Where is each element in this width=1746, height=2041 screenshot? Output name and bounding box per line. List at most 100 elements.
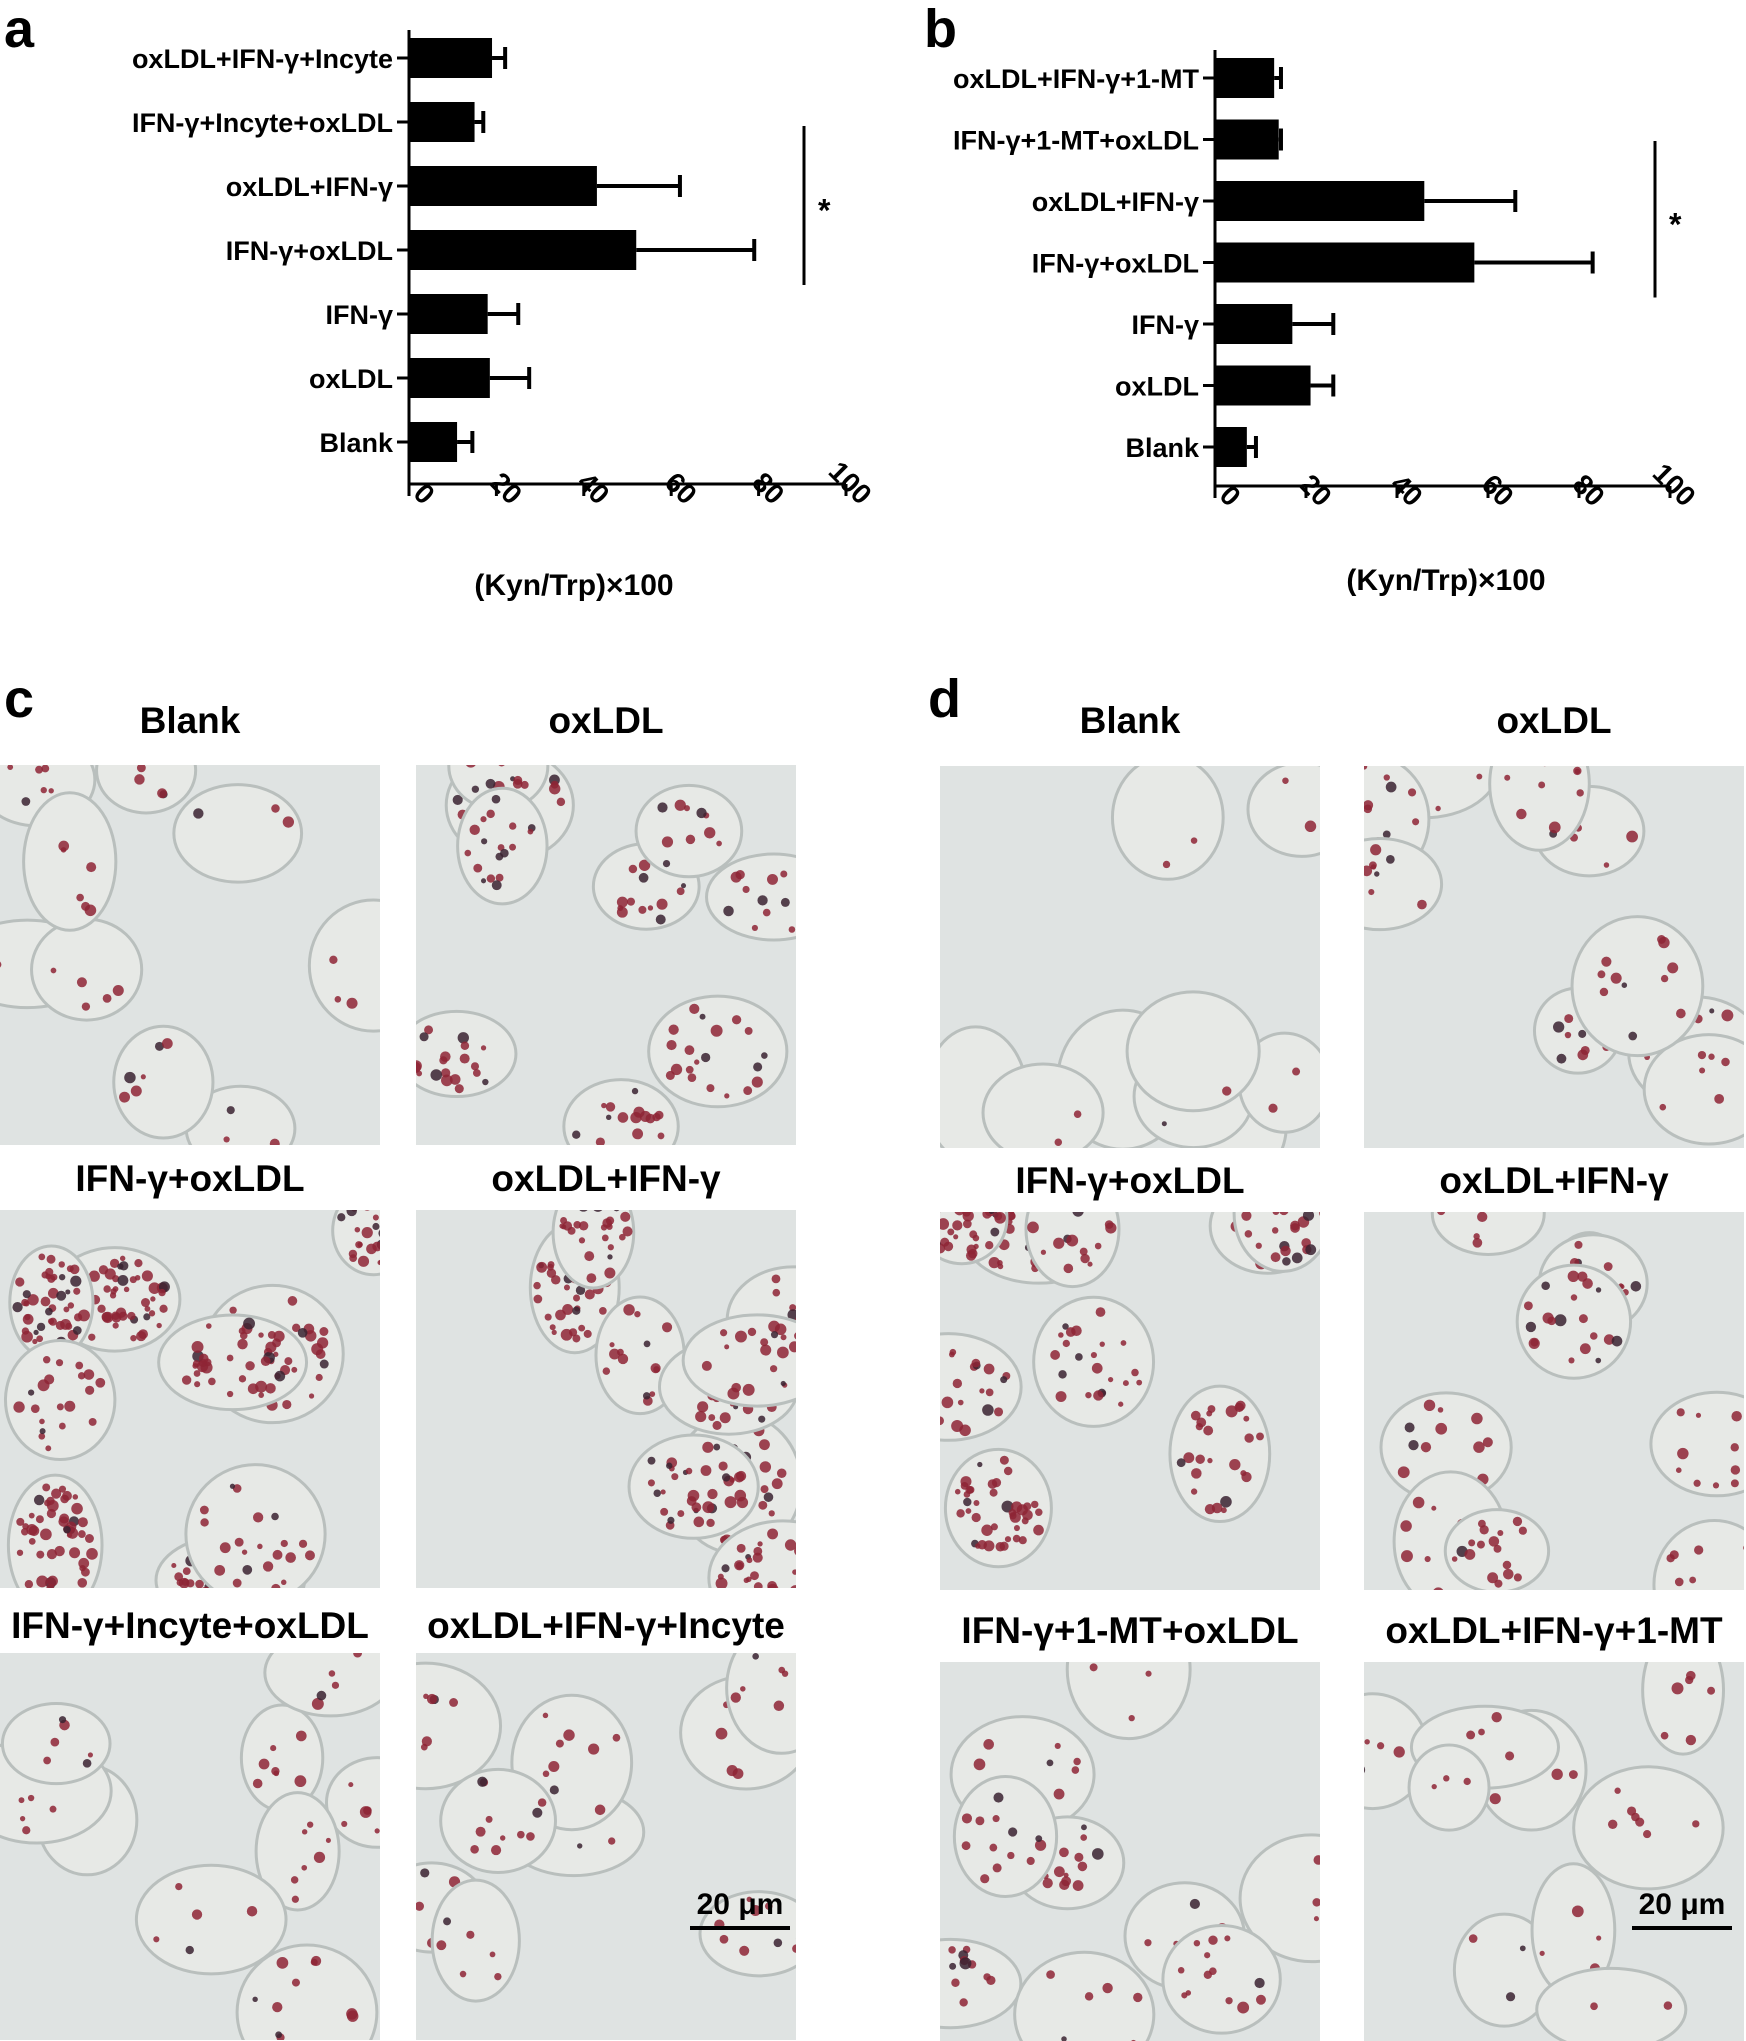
stain-droplet [443,1917,452,1926]
stain-droplet [1003,1466,1013,1476]
stain-droplet [790,1585,796,1588]
stain-droplet [572,1334,581,1343]
cell [1032,1295,1156,1428]
stain-droplet [1657,935,1666,944]
bar-row-6 [1215,427,1247,467]
stain-droplet [577,1843,583,1849]
stain-droplet [954,1488,961,1495]
stain-droplet [743,1086,753,1095]
stain-droplet [601,1234,609,1242]
stain-droplet [985,1388,994,1397]
stain-droplet [1190,1410,1201,1421]
stain-droplet [1607,1819,1618,1830]
stain-droplet [271,1583,281,1588]
stain-droplet [1423,1399,1436,1412]
stain-droplet [36,1335,44,1343]
stain-droplet [136,765,146,773]
stain-droplet [993,1792,1004,1803]
stain-droplet [245,1361,255,1371]
stain-droplet [174,1572,184,1582]
stain-droplet [1072,1212,1084,1217]
stain-droplet [1089,1663,1098,1672]
stain-droplet [1290,1223,1300,1233]
stain-droplet [40,1296,51,1307]
stain-droplet [985,1241,994,1250]
stain-droplet [229,1483,236,1489]
stain-droplet [660,1507,669,1516]
stain-droplet [642,1392,651,1400]
stain-droplet [1243,1415,1250,1422]
stain-droplet [560,1328,573,1341]
cell [430,1878,521,2003]
stain-droplet [466,1930,475,1939]
stain-droplet [1553,1021,1565,1033]
stain-droplet [787,1309,796,1321]
stain-droplet [1676,1008,1686,1019]
stain-droplet [298,1539,308,1548]
stain-droplet [638,859,651,871]
stain-droplet [185,1945,194,1955]
stain-droplet [1225,1997,1233,2005]
micrograph-cell: oxLDL+IFN-γ+1-MT [1364,1610,1744,2041]
stain-droplet [150,1296,156,1302]
stain-droplet [1382,830,1391,839]
bar-row-2 [1215,181,1425,221]
x-tick-label: 0 [1214,479,1247,512]
stain-droplet [1271,1227,1279,1234]
micrograph-cell: IFN-γ+oxLDL [940,1160,1320,1590]
stain-droplet [237,1338,248,1350]
stain-droplet [436,1940,447,1951]
stain-droplet [544,1313,552,1321]
stain-droplet [154,1041,164,1051]
stain-droplet [1203,1970,1212,1979]
stain-droplet [112,984,124,997]
stain-droplet [668,1024,679,1035]
stain-droplet [1364,804,1373,814]
stain-droplet [495,873,504,882]
stain-droplet [1090,1351,1098,1359]
stain-droplet [759,1461,772,1473]
cell [254,1791,341,1912]
stain-droplet [1674,1577,1684,1587]
stain-droplet [1099,1341,1105,1347]
stain-droplet [1376,1742,1385,1750]
stain-droplet [1541,1281,1550,1291]
stain-droplet [563,1729,575,1741]
stain-droplet [208,1377,216,1386]
stain-droplet [1370,844,1382,856]
stain-droplet [1018,1536,1027,1545]
bar-row-6 [409,422,458,462]
stain-droplet [1229,1459,1241,1471]
stain-droplet [81,1002,91,1011]
stain-droplet [24,1314,31,1321]
stain-droplet [21,797,31,806]
stain-droplet [83,1369,95,1380]
stain-droplet [1523,1301,1533,1311]
micrograph-title: oxLDL+IFN-γ [1439,1160,1669,1201]
cell [1125,990,1261,1113]
stain-droplet [161,1038,173,1049]
stain-droplet [990,1227,1000,1237]
stain-droplet [1077,1861,1088,1872]
stain-droplet [199,1505,209,1515]
stain-droplet [102,993,112,1003]
stain-droplet [1190,1488,1198,1495]
stain-droplet [63,1306,70,1313]
stain-droplet [1578,1314,1588,1324]
stain-droplet [313,1851,326,1863]
stain-droplet [1177,1966,1185,1974]
bar-row-3 [409,230,637,270]
stain-droplet [157,788,168,799]
stain-droplet [742,885,750,894]
stain-droplet [1477,1212,1488,1223]
stain-droplet [449,1698,458,1707]
stain-droplet [537,1798,547,1807]
stain-droplet [357,1255,370,1267]
stain-droplet [764,1902,773,1910]
stain-droplet [1136,1379,1143,1386]
stain-droplet [1085,1391,1092,1399]
stain-droplet [219,1542,231,1554]
micrograph-cell: oxLDL+IFN-γ [1364,1160,1744,1590]
stain-droplet [71,1502,83,1515]
stain-droplet [1513,1573,1522,1582]
